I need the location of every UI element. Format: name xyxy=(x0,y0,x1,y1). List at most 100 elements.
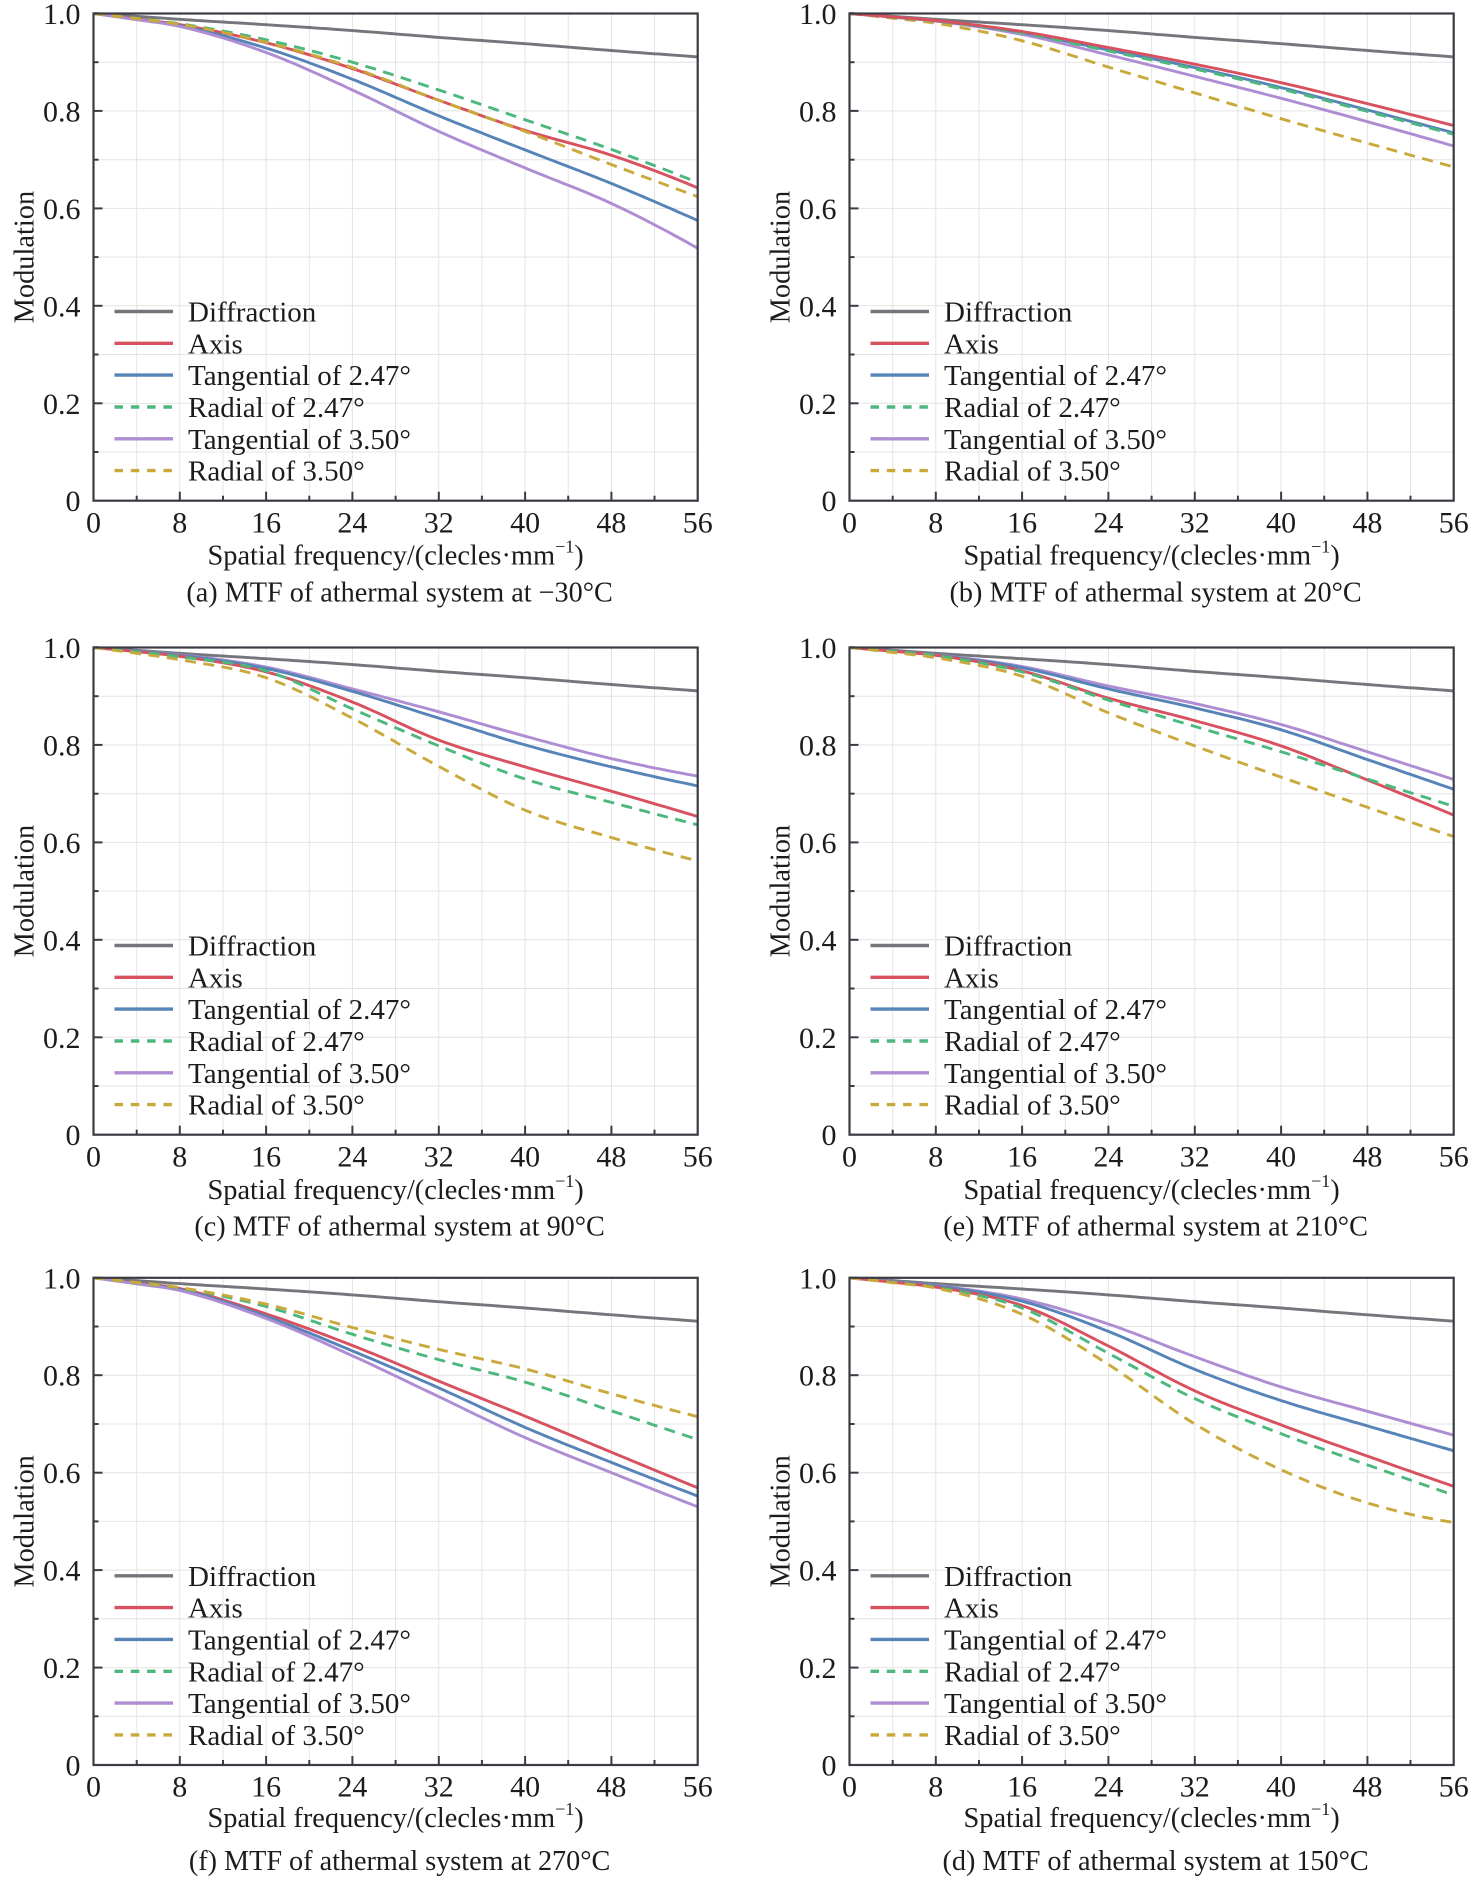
svg-text:Radial of 3.50°: Radial of 3.50° xyxy=(944,1720,1121,1752)
svg-text:1.0: 1.0 xyxy=(43,0,81,31)
svg-text:8: 8 xyxy=(172,506,187,539)
svg-text:0.6: 0.6 xyxy=(799,193,837,226)
svg-text:Diffraction: Diffraction xyxy=(188,931,317,963)
svg-text:Tangential of 2.47°: Tangential of 2.47° xyxy=(944,994,1167,1026)
svg-text:0: 0 xyxy=(86,1771,101,1804)
svg-text:0.2: 0.2 xyxy=(799,388,837,421)
svg-text:56: 56 xyxy=(1439,506,1469,539)
svg-text:16: 16 xyxy=(1007,506,1037,539)
svg-text:0.8: 0.8 xyxy=(43,1360,81,1393)
svg-text:Radial of 3.50°: Radial of 3.50° xyxy=(188,1720,365,1752)
svg-text:0: 0 xyxy=(86,506,101,539)
svg-text:0.2: 0.2 xyxy=(43,1652,81,1685)
svg-text:Tangential of 2.47°: Tangential of 2.47° xyxy=(188,360,411,392)
svg-text:32: 32 xyxy=(424,1771,454,1804)
svg-text:Modulation: Modulation xyxy=(10,825,41,958)
svg-text:0: 0 xyxy=(66,1119,81,1152)
svg-text:Axis: Axis xyxy=(188,962,243,994)
svg-text:Tangential of 3.50°: Tangential of 3.50° xyxy=(188,1058,411,1090)
svg-text:Tangential of 2.47°: Tangential of 2.47° xyxy=(188,1624,411,1656)
svg-text:8: 8 xyxy=(172,1771,187,1804)
svg-text:48: 48 xyxy=(1352,1771,1382,1804)
svg-text:Modulation: Modulation xyxy=(766,825,797,958)
svg-text:0.6: 0.6 xyxy=(43,1457,81,1490)
svg-text:Radial of 3.50°: Radial of 3.50° xyxy=(188,1090,365,1122)
svg-text:Spatial frequency/(clecles·mm−: Spatial frequency/(clecles·mm−1) xyxy=(207,1799,583,1834)
svg-text:8: 8 xyxy=(928,506,943,539)
svg-text:24: 24 xyxy=(337,506,367,539)
svg-text:56: 56 xyxy=(683,1140,713,1173)
svg-text:0.2: 0.2 xyxy=(43,1022,81,1055)
svg-text:Tangential of 3.50°: Tangential of 3.50° xyxy=(944,1058,1167,1090)
svg-text:Tangential of 2.47°: Tangential of 2.47° xyxy=(944,360,1167,392)
svg-text:0.4: 0.4 xyxy=(43,290,81,323)
svg-text:56: 56 xyxy=(683,1771,713,1804)
svg-text:48: 48 xyxy=(596,1771,626,1804)
svg-text:Radial of 3.50°: Radial of 3.50° xyxy=(188,456,365,488)
svg-text:0: 0 xyxy=(66,485,81,518)
svg-text:Modulation: Modulation xyxy=(766,1455,797,1588)
svg-text:Radial of 2.47°: Radial of 2.47° xyxy=(944,1656,1121,1688)
svg-text:Diffraction: Diffraction xyxy=(944,1561,1073,1593)
svg-text:8: 8 xyxy=(928,1140,943,1173)
svg-text:1.0: 1.0 xyxy=(43,1262,81,1295)
svg-text:1.0: 1.0 xyxy=(799,1262,837,1295)
svg-text:Radial of 2.47°: Radial of 2.47° xyxy=(944,392,1121,424)
svg-text:0.4: 0.4 xyxy=(799,1555,837,1588)
svg-text:Tangential of 3.50°: Tangential of 3.50° xyxy=(944,424,1167,456)
svg-text:0: 0 xyxy=(822,1750,837,1783)
svg-text:0.6: 0.6 xyxy=(43,193,81,226)
svg-text:40: 40 xyxy=(1266,506,1296,539)
svg-text:0.6: 0.6 xyxy=(799,1457,837,1490)
svg-text:0: 0 xyxy=(822,1119,837,1152)
svg-text:Axis: Axis xyxy=(944,1593,999,1625)
svg-text:Diffraction: Diffraction xyxy=(188,1561,317,1593)
svg-text:0.2: 0.2 xyxy=(799,1652,837,1685)
svg-text:Tangential of 3.50°: Tangential of 3.50° xyxy=(944,1688,1167,1720)
svg-text:0.8: 0.8 xyxy=(43,729,81,762)
svg-text:16: 16 xyxy=(1007,1771,1037,1804)
svg-text:Radial of 3.50°: Radial of 3.50° xyxy=(944,456,1121,488)
svg-text:56: 56 xyxy=(1439,1771,1469,1804)
svg-text:(b) MTF of athermal system at: (b) MTF of athermal system at 20°C xyxy=(950,578,1362,609)
svg-text:40: 40 xyxy=(510,506,540,539)
svg-text:Tangential of 2.47°: Tangential of 2.47° xyxy=(944,1624,1167,1656)
svg-text:40: 40 xyxy=(510,1771,540,1804)
svg-text:24: 24 xyxy=(1093,1771,1123,1804)
svg-text:32: 32 xyxy=(424,1140,454,1173)
svg-text:Radial of 2.47°: Radial of 2.47° xyxy=(944,1026,1121,1058)
svg-text:24: 24 xyxy=(1093,506,1123,539)
svg-text:Spatial frequency/(clecles·mm−: Spatial frequency/(clecles·mm−1) xyxy=(207,1171,583,1206)
svg-text:Modulation: Modulation xyxy=(10,191,41,324)
svg-text:56: 56 xyxy=(683,506,713,539)
svg-text:Spatial frequency/(clecles·mm−: Spatial frequency/(clecles·mm−1) xyxy=(963,1799,1339,1834)
svg-text:8: 8 xyxy=(172,1140,187,1173)
svg-text:1.0: 1.0 xyxy=(43,632,81,665)
svg-text:Axis: Axis xyxy=(944,962,999,994)
svg-text:Radial of 3.50°: Radial of 3.50° xyxy=(944,1090,1121,1122)
svg-text:16: 16 xyxy=(251,1140,281,1173)
svg-text:0.8: 0.8 xyxy=(799,1360,837,1393)
svg-text:Tangential of 3.50°: Tangential of 3.50° xyxy=(188,424,411,456)
svg-text:Spatial frequency/(clecles·mm−: Spatial frequency/(clecles·mm−1) xyxy=(963,537,1339,572)
svg-text:Axis: Axis xyxy=(188,328,243,360)
svg-text:Radial of 2.47°: Radial of 2.47° xyxy=(188,1026,365,1058)
svg-text:40: 40 xyxy=(1266,1771,1296,1804)
svg-text:24: 24 xyxy=(1093,1140,1123,1173)
svg-text:Axis: Axis xyxy=(944,328,999,360)
svg-text:48: 48 xyxy=(1352,506,1382,539)
svg-text:Spatial frequency/(clecles·mm−: Spatial frequency/(clecles·mm−1) xyxy=(963,1171,1339,1206)
svg-text:40: 40 xyxy=(510,1140,540,1173)
svg-text:0.4: 0.4 xyxy=(799,290,837,323)
svg-text:1.0: 1.0 xyxy=(799,0,837,31)
svg-text:48: 48 xyxy=(596,1140,626,1173)
svg-text:0.4: 0.4 xyxy=(43,1555,81,1588)
svg-text:0.4: 0.4 xyxy=(799,924,837,957)
svg-text:(e) MTF of athermal system at: (e) MTF of athermal system at 210°C xyxy=(943,1212,1368,1243)
svg-text:Diffraction: Diffraction xyxy=(188,297,317,329)
svg-text:0.2: 0.2 xyxy=(43,388,81,421)
svg-text:Tangential of 2.47°: Tangential of 2.47° xyxy=(188,994,411,1026)
svg-text:24: 24 xyxy=(337,1140,367,1173)
svg-text:0.8: 0.8 xyxy=(799,729,837,762)
svg-text:(c) MTF of athermal system at: (c) MTF of athermal system at 90°C xyxy=(194,1212,605,1243)
